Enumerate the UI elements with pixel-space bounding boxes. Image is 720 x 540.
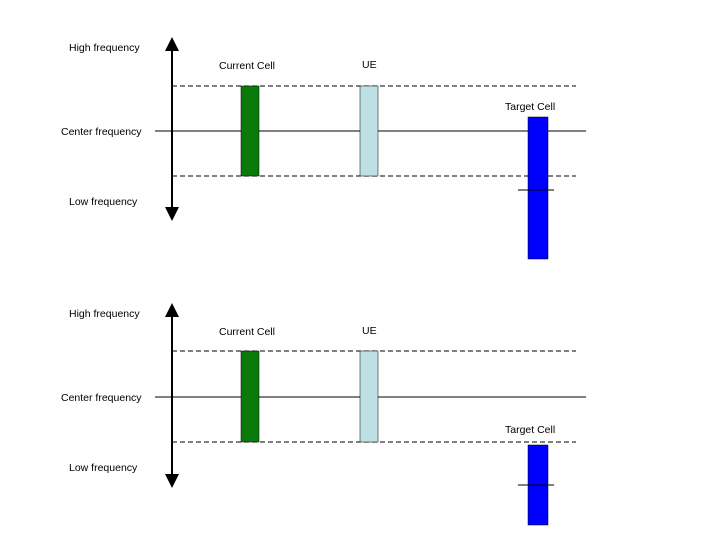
ue-label: UE: [362, 59, 377, 71]
low-frequency-label: Low frequency: [69, 462, 138, 474]
high-frequency-label: High frequency: [69, 42, 140, 54]
current-cell-bar: [240, 350, 260, 443]
ue-bar: [359, 85, 379, 177]
panel-1: High frequency Center frequency Low freq…: [61, 37, 586, 260]
ue-label: UE: [362, 325, 377, 337]
panel-2: High frequency Center frequency Low freq…: [61, 303, 586, 526]
low-frequency-label: Low frequency: [69, 196, 138, 208]
target-cell-label: Target Cell: [505, 101, 555, 113]
current-cell-label: Current Cell: [219, 60, 275, 72]
target-cell-label: Target Cell: [505, 424, 555, 436]
current-cell-label: Current Cell: [219, 326, 275, 338]
current-cell-bar: [240, 85, 260, 177]
ue-bar: [359, 350, 379, 443]
target-cell-bar: [527, 116, 549, 260]
high-frequency-label: High frequency: [69, 308, 140, 320]
center-frequency-label: Center frequency: [61, 126, 142, 138]
center-frequency-label: Center frequency: [61, 392, 142, 404]
